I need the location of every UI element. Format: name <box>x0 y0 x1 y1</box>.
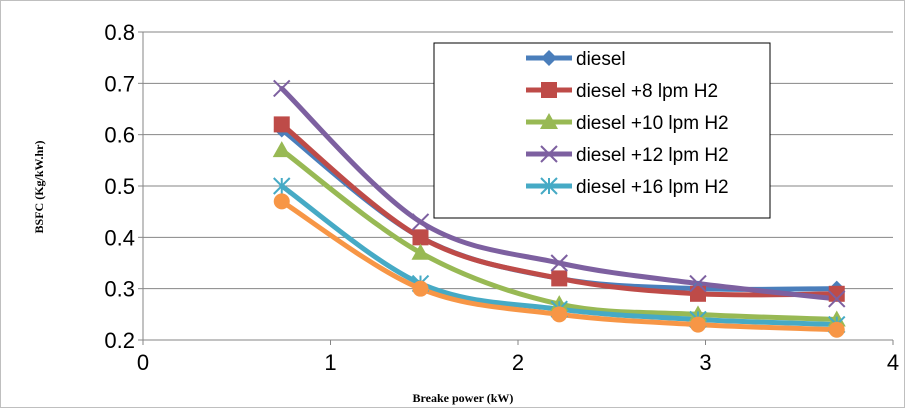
data-point-circle <box>273 193 290 210</box>
x-tick-label: 2 <box>512 350 524 375</box>
data-point-square <box>273 116 290 133</box>
y-tick-label: 0.2 <box>104 328 135 353</box>
y-tick-label: 0.7 <box>104 71 135 96</box>
data-point-square <box>541 82 557 98</box>
legend-item: diesel +10 lpm H2 <box>526 113 729 134</box>
x-tick-label: 3 <box>699 350 711 375</box>
y-axis-title: BSFC (Kg/kW.hr) <box>32 141 46 234</box>
series-line <box>279 85 840 302</box>
data-point-circle <box>412 280 429 297</box>
data-point-star <box>540 177 558 195</box>
data-point-diamond <box>541 50 557 66</box>
data-point-triangle <box>272 141 291 158</box>
legend-label: diesel +12 lpm H2 <box>576 145 729 166</box>
x-axis-title: Breake power (kW) <box>413 391 514 405</box>
data-point-x-stroke <box>273 79 291 98</box>
data-point-x <box>689 274 707 293</box>
legend-item: diesel +12 lpm H2 <box>526 145 729 166</box>
data-point-circle <box>828 321 845 338</box>
data-point-x-stroke <box>550 254 568 272</box>
y-tick-label: 0.3 <box>104 277 135 302</box>
data-point-x-stroke <box>689 274 707 293</box>
x-tick-label: 0 <box>137 350 149 375</box>
y-tick-label: 0.6 <box>104 123 135 148</box>
legend-label: diesel +10 lpm H2 <box>576 113 729 134</box>
data-point-x <box>550 254 568 272</box>
legend-item: diesel +16 lpm H2 <box>526 177 729 198</box>
y-tick-label: 0.5 <box>104 174 135 199</box>
data-point-square <box>690 285 706 302</box>
legend-label: diesel <box>576 49 626 70</box>
data-point-circle <box>690 316 706 333</box>
legend-item: diesel +8 lpm H2 <box>526 81 718 102</box>
x-tick-label: 1 <box>324 350 336 375</box>
data-point-x <box>273 79 291 98</box>
data-point-x-stroke <box>540 145 558 163</box>
data-point-x <box>540 145 558 163</box>
data-point-x <box>411 213 430 231</box>
x-tick-label: 4 <box>887 350 899 375</box>
legend-box <box>433 42 771 219</box>
data-point-circle <box>551 306 568 323</box>
legend-label: diesel +16 lpm H2 <box>576 177 729 198</box>
data-point-x-stroke <box>411 213 430 231</box>
data-point-square <box>412 229 429 246</box>
data-point-triangle <box>540 113 558 129</box>
data-point-square <box>828 285 845 302</box>
data-point-triangle <box>411 243 430 260</box>
data-point-square <box>551 270 568 287</box>
y-tick-label: 0.8 <box>104 20 135 45</box>
data-point-x <box>828 290 846 308</box>
legend-item: diesel <box>526 49 626 70</box>
legend-label: diesel +8 lpm H2 <box>576 81 718 102</box>
data-point-x-stroke <box>828 290 846 308</box>
y-tick-label: 0.4 <box>104 225 135 250</box>
data-point-star <box>273 177 291 195</box>
